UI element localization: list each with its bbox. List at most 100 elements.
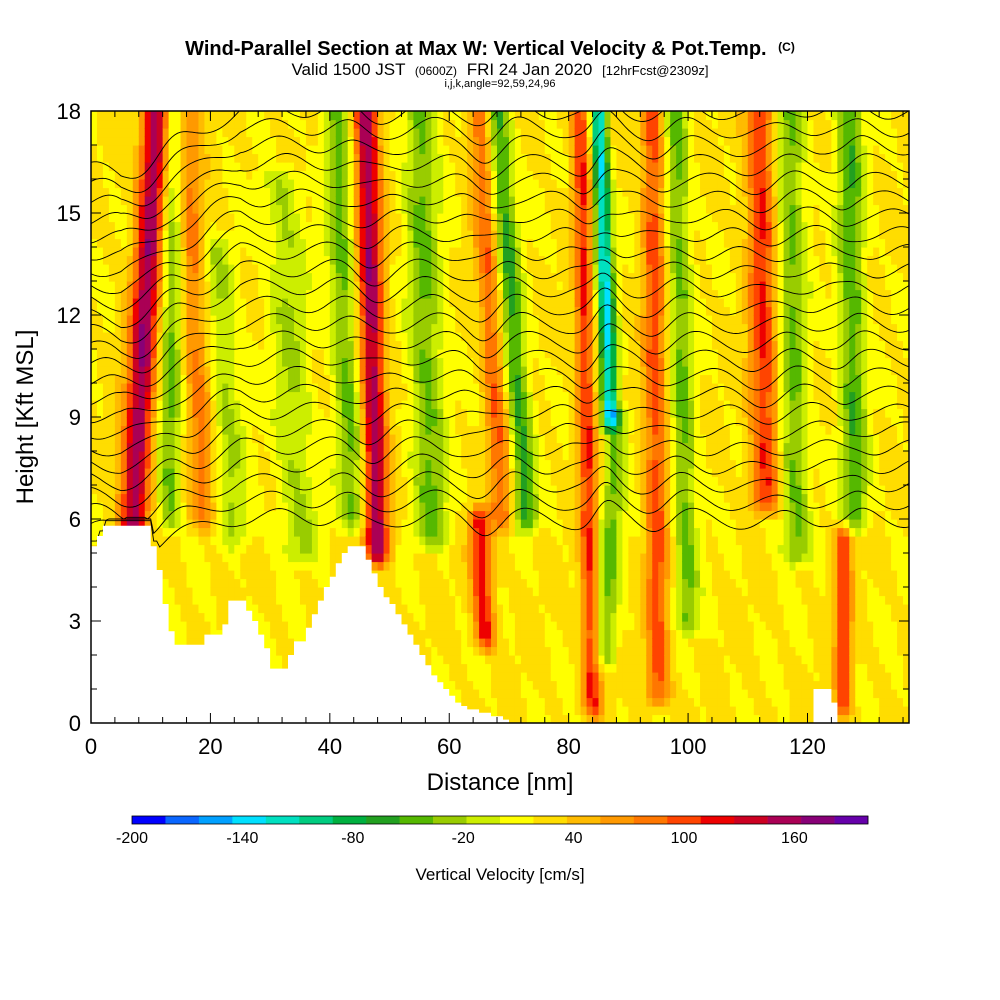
velocity-cell (216, 247, 223, 257)
velocity-cell (413, 468, 420, 478)
velocity-cell (264, 366, 271, 376)
velocity-cell (120, 162, 128, 172)
velocity-cell (180, 145, 188, 155)
velocity-cell (91, 510, 98, 520)
velocity-cell (216, 264, 223, 274)
velocity-cell (174, 570, 182, 580)
velocity-cell (156, 425, 164, 435)
velocity-cell (305, 153, 313, 163)
velocity-cell (276, 204, 283, 214)
velocity-cell (443, 179, 450, 189)
velocity-cell (473, 485, 480, 495)
velocity-cell (240, 519, 247, 529)
velocity-cell (234, 315, 241, 325)
velocity-cell (311, 536, 319, 546)
velocity-cell (288, 400, 295, 410)
velocity-cell (186, 621, 194, 631)
velocity-cell (323, 315, 331, 325)
velocity-cell (198, 264, 206, 274)
velocity-cell (473, 306, 480, 316)
velocity-cell (341, 374, 349, 384)
velocity-cell (294, 264, 301, 274)
velocity-cell (491, 187, 498, 197)
velocity-cell (276, 527, 283, 537)
velocity-cell (329, 561, 337, 571)
velocity-cell (467, 638, 474, 648)
velocity-cell (216, 408, 223, 418)
velocity-cell (204, 230, 212, 240)
velocity-cell (323, 323, 331, 333)
velocity-cell (174, 587, 182, 597)
velocity-cell (479, 425, 486, 435)
velocity-cell (270, 153, 277, 163)
velocity-cell (467, 391, 474, 401)
velocity-cell (240, 366, 247, 376)
velocity-cell (347, 247, 355, 257)
velocity-cell (288, 502, 295, 512)
velocity-cell (288, 247, 295, 257)
velocity-cell (102, 187, 110, 197)
velocity-cell (258, 111, 265, 121)
velocity-cell (132, 434, 140, 444)
velocity-cell (192, 111, 200, 121)
velocity-cell (222, 578, 229, 588)
velocity-cell (317, 570, 325, 580)
velocity-cell (335, 281, 343, 291)
velocity-cell (353, 128, 361, 138)
velocity-cell (282, 595, 289, 605)
velocity-cell (132, 170, 140, 180)
velocity-cell (240, 128, 247, 138)
velocity-cell (162, 213, 170, 223)
velocity-cell (467, 621, 474, 631)
velocity-cell (365, 247, 373, 257)
velocity-cell (162, 434, 170, 444)
velocity-cell (335, 179, 343, 189)
velocity-cell (162, 485, 170, 495)
velocity-cell (234, 383, 241, 393)
velocity-cell (473, 672, 480, 682)
velocity-cell (216, 519, 223, 529)
velocity-cell (401, 247, 409, 257)
velocity-cell (294, 468, 301, 478)
velocity-cell (192, 578, 200, 588)
velocity-cell (377, 451, 385, 461)
velocity-cell (91, 536, 98, 546)
velocity-cell (192, 451, 200, 461)
velocity-cell (258, 595, 265, 605)
velocity-cell (461, 391, 468, 401)
velocity-cell (461, 289, 468, 299)
velocity-cell (270, 238, 277, 248)
velocity-cell (180, 170, 188, 180)
velocity-cell (449, 493, 456, 503)
velocity-cell (276, 459, 283, 469)
velocity-cell (329, 374, 337, 384)
velocity-cell (144, 153, 152, 163)
velocity-cell (473, 128, 480, 138)
velocity-cell (461, 264, 468, 274)
velocity-cell (198, 485, 206, 495)
velocity-cell (252, 213, 259, 223)
velocity-cell (91, 281, 98, 291)
velocity-cell (276, 417, 283, 427)
velocity-cell (114, 383, 122, 393)
velocity-cell (258, 570, 265, 580)
velocity-cell (240, 272, 247, 282)
velocity-cell (335, 187, 343, 197)
velocity-cell (299, 272, 307, 282)
velocity-cell (491, 289, 498, 299)
velocity-cell (431, 629, 438, 639)
velocity-cell (180, 315, 188, 325)
velocity-cell (282, 315, 289, 325)
velocity-cell (186, 502, 194, 512)
velocity-cell (174, 391, 182, 401)
velocity-cell (389, 493, 397, 503)
velocity-cell (180, 128, 188, 138)
velocity-cell (377, 179, 385, 189)
velocity-cell (150, 145, 158, 155)
velocity-cell (258, 408, 265, 418)
velocity-cell (419, 536, 426, 546)
velocity-cell (258, 196, 265, 206)
velocity-cell (359, 340, 367, 350)
velocity-cell (335, 289, 343, 299)
velocity-cell (467, 349, 474, 359)
